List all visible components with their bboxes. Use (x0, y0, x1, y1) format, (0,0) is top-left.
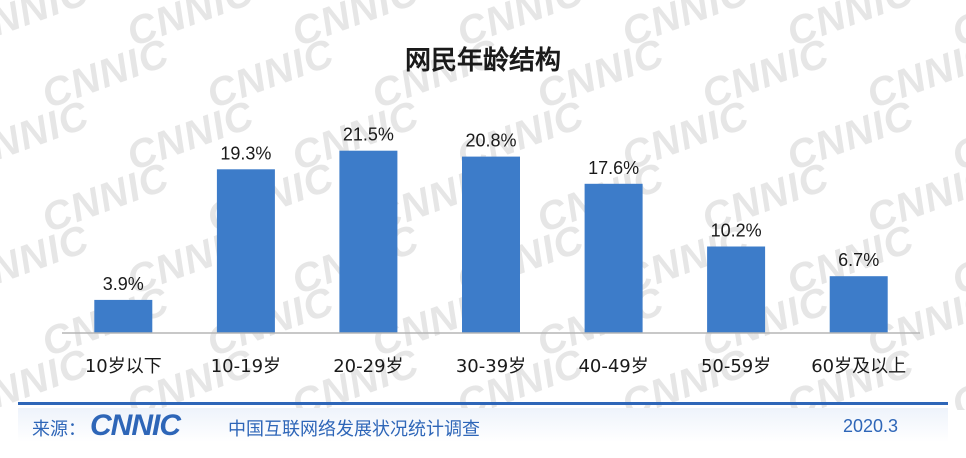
bar-1 (216, 169, 275, 333)
bar-6 (829, 276, 888, 333)
value-label-4: 17.6% (588, 158, 639, 178)
value-label-2: 21.5% (343, 125, 394, 145)
source-label: 来源： (32, 419, 86, 440)
bar-4 (584, 183, 643, 333)
category-label-2: 20-29岁 (333, 356, 403, 377)
bar-3 (462, 156, 520, 333)
value-label-0: 3.9% (103, 274, 144, 294)
survey-name: 中国互联网络发展状况统计调查 (228, 419, 480, 440)
cnnic-logo: CNNIC (90, 409, 181, 442)
category-label-1: 10-19岁 (211, 356, 281, 377)
value-labels-group: 3.9% 19.3% 21.5% 20.8% 17.6% 10.2% 6.7% (103, 125, 879, 294)
report-date: 2020.3 (842, 416, 898, 436)
category-labels-group: 10岁以下 10-19岁 20-29岁 30-39岁 40-49岁 50-59岁 60岁及以… (85, 356, 906, 377)
footer-divider (18, 402, 948, 405)
value-label-3: 20.8% (465, 131, 516, 151)
bar-chart: 3.9%19.3%21.5% 20.8%17.6%10.2%6.7% 10岁以下 1… (62, 125, 920, 377)
category-label-5: 50-59岁 (701, 356, 771, 377)
bar-5 (707, 246, 766, 333)
bar-0 (94, 299, 153, 333)
value-label-1: 19.3% (220, 143, 271, 163)
category-label-3: 30-39岁 (456, 356, 526, 377)
footer: 来源： CNNIC 中国互联网络发展状况统计调查 2020.3 (18, 408, 948, 442)
category-label-6: 60岁及以上 (811, 356, 906, 377)
chart-title: 网民年龄结构 (404, 46, 561, 76)
category-label-0: 10岁以下 (85, 356, 162, 377)
category-label-4: 40-49岁 (578, 356, 648, 377)
value-label-5: 10.2% (711, 221, 762, 241)
bar-2 (339, 150, 398, 333)
bars-group (94, 150, 888, 333)
value-label-6: 6.7% (838, 250, 879, 270)
